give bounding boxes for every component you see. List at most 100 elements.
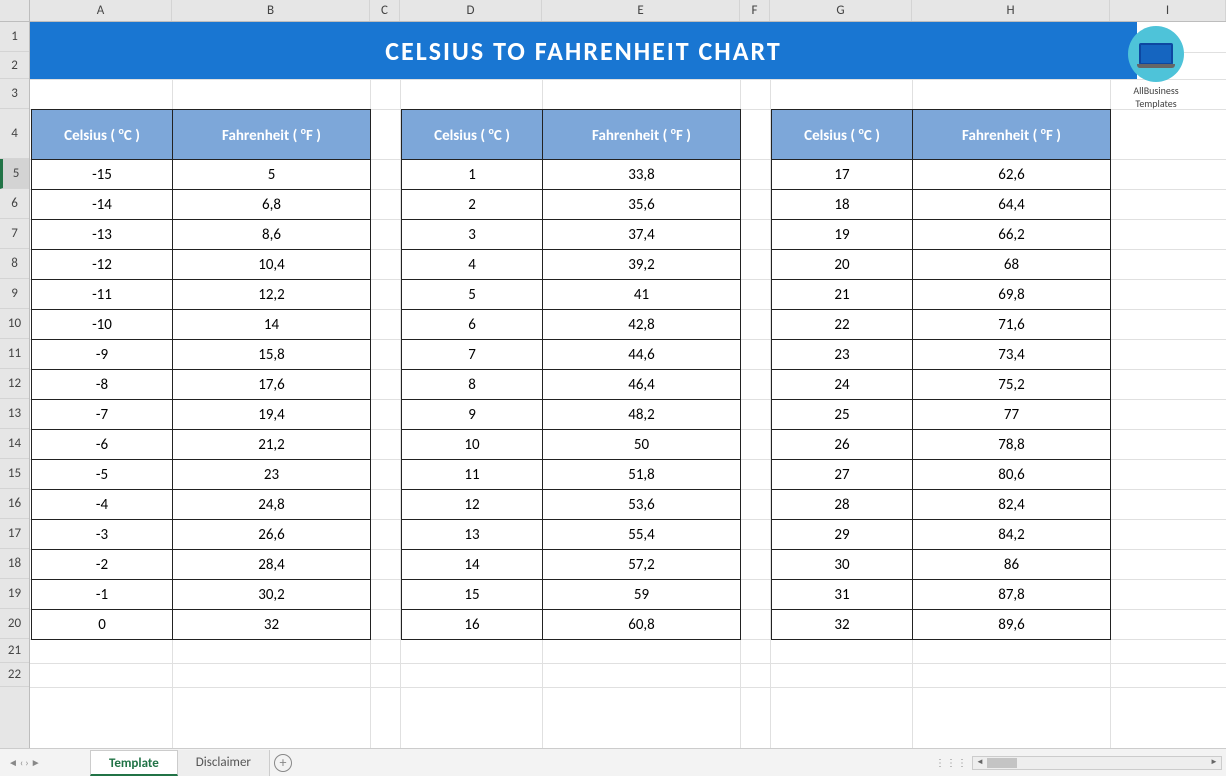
fahrenheit-cell[interactable]: 5 <box>173 160 371 190</box>
fahrenheit-cell[interactable]: 51,8 <box>543 460 741 490</box>
row-header[interactable]: 7 <box>0 219 29 249</box>
row-header[interactable]: 18 <box>0 549 29 579</box>
fahrenheit-cell[interactable]: 41 <box>543 280 741 310</box>
celsius-cell[interactable]: 3 <box>402 220 543 250</box>
nav-next-icon[interactable]: › <box>25 756 28 769</box>
row-header[interactable]: 17 <box>0 519 29 549</box>
fahrenheit-cell[interactable]: 57,2 <box>543 550 741 580</box>
celsius-cell[interactable]: 30 <box>772 550 913 580</box>
fahrenheit-cell[interactable]: 35,6 <box>543 190 741 220</box>
celsius-cell[interactable]: -4 <box>32 490 173 520</box>
celsius-cell[interactable]: -10 <box>32 310 173 340</box>
row-header[interactable]: 1 <box>0 22 29 52</box>
sheet-tab-template[interactable]: Template <box>90 750 178 776</box>
celsius-cell[interactable]: 17 <box>772 160 913 190</box>
column-header[interactable]: H <box>912 0 1110 21</box>
row-header[interactable]: 8 <box>0 249 29 279</box>
fahrenheit-cell[interactable]: 48,2 <box>543 400 741 430</box>
column-header[interactable]: F <box>740 0 770 21</box>
column-header[interactable]: B <box>172 0 370 21</box>
fahrenheit-cell[interactable]: 80,6 <box>913 460 1111 490</box>
sheet-tab-disclaimer[interactable]: Disclaimer <box>178 750 270 776</box>
row-header[interactable]: 5 <box>0 159 29 189</box>
fahrenheit-cell[interactable]: 82,4 <box>913 490 1111 520</box>
horizontal-scrollbar[interactable]: ◄ ► <box>972 756 1222 770</box>
row-header[interactable]: 14 <box>0 429 29 459</box>
fahrenheit-cell[interactable]: 24,8 <box>173 490 371 520</box>
fahrenheit-cell[interactable]: 71,6 <box>913 310 1111 340</box>
fahrenheit-cell[interactable]: 66,2 <box>913 220 1111 250</box>
fahrenheit-cell[interactable]: 77 <box>913 400 1111 430</box>
row-header[interactable]: 4 <box>0 109 29 159</box>
celsius-cell[interactable]: 21 <box>772 280 913 310</box>
celsius-cell[interactable]: 23 <box>772 340 913 370</box>
celsius-cell[interactable]: 11 <box>402 460 543 490</box>
column-header[interactable]: E <box>542 0 740 21</box>
fahrenheit-cell[interactable]: 59 <box>543 580 741 610</box>
row-header[interactable]: 20 <box>0 609 29 639</box>
row-header[interactable]: 16 <box>0 489 29 519</box>
column-header[interactable]: A <box>30 0 172 21</box>
select-all-corner[interactable] <box>0 0 30 21</box>
celsius-cell[interactable]: 28 <box>772 490 913 520</box>
nav-prev-icon[interactable]: ‹ <box>20 756 23 769</box>
celsius-cell[interactable]: 7 <box>402 340 543 370</box>
celsius-cell[interactable]: 27 <box>772 460 913 490</box>
row-header[interactable]: 11 <box>0 339 29 369</box>
fahrenheit-cell[interactable]: 15,8 <box>173 340 371 370</box>
column-header[interactable]: G <box>770 0 912 21</box>
celsius-cell[interactable]: -9 <box>32 340 173 370</box>
celsius-cell[interactable]: -6 <box>32 430 173 460</box>
fahrenheit-cell[interactable]: 39,2 <box>543 250 741 280</box>
fahrenheit-cell[interactable]: 55,4 <box>543 520 741 550</box>
celsius-cell[interactable]: 16 <box>402 610 543 640</box>
celsius-cell[interactable]: -2 <box>32 550 173 580</box>
celsius-cell[interactable]: -11 <box>32 280 173 310</box>
row-header[interactable]: 9 <box>0 279 29 309</box>
row-header[interactable]: 15 <box>0 459 29 489</box>
scroll-thumb[interactable] <box>987 758 1017 768</box>
fahrenheit-cell[interactable]: 33,8 <box>543 160 741 190</box>
celsius-cell[interactable]: 25 <box>772 400 913 430</box>
celsius-cell[interactable]: 4 <box>402 250 543 280</box>
scroll-left-icon[interactable]: ◄ <box>973 757 987 769</box>
fahrenheit-cell[interactable]: 69,8 <box>913 280 1111 310</box>
row-header[interactable]: 10 <box>0 309 29 339</box>
column-header[interactable]: I <box>1110 0 1226 21</box>
celsius-cell[interactable]: 1 <box>402 160 543 190</box>
fahrenheit-cell[interactable]: 32 <box>173 610 371 640</box>
fahrenheit-cell[interactable]: 62,6 <box>913 160 1111 190</box>
row-header[interactable]: 13 <box>0 399 29 429</box>
tab-nav[interactable]: ◄ ‹ › ► <box>0 756 90 769</box>
nav-first-icon[interactable]: ◄ <box>8 756 18 769</box>
celsius-cell[interactable]: 24 <box>772 370 913 400</box>
row-header[interactable]: 21 <box>0 639 29 663</box>
celsius-cell[interactable]: 8 <box>402 370 543 400</box>
celsius-cell[interactable]: -8 <box>32 370 173 400</box>
row-header[interactable]: 3 <box>0 79 29 109</box>
celsius-cell[interactable]: 13 <box>402 520 543 550</box>
fahrenheit-cell[interactable]: 89,6 <box>913 610 1111 640</box>
fahrenheit-cell[interactable]: 8,6 <box>173 220 371 250</box>
row-header[interactable]: 6 <box>0 189 29 219</box>
celsius-cell[interactable]: -14 <box>32 190 173 220</box>
celsius-cell[interactable]: -5 <box>32 460 173 490</box>
celsius-cell[interactable]: -15 <box>32 160 173 190</box>
fahrenheit-cell[interactable]: 64,4 <box>913 190 1111 220</box>
celsius-cell[interactable]: 2 <box>402 190 543 220</box>
fahrenheit-cell[interactable]: 50 <box>543 430 741 460</box>
celsius-cell[interactable]: -1 <box>32 580 173 610</box>
fahrenheit-cell[interactable]: 30,2 <box>173 580 371 610</box>
scroll-right-icon[interactable]: ► <box>1207 757 1221 769</box>
fahrenheit-cell[interactable]: 19,4 <box>173 400 371 430</box>
celsius-cell[interactable]: 26 <box>772 430 913 460</box>
celsius-cell[interactable]: 12 <box>402 490 543 520</box>
celsius-cell[interactable]: 29 <box>772 520 913 550</box>
celsius-cell[interactable]: 5 <box>402 280 543 310</box>
celsius-cell[interactable]: -12 <box>32 250 173 280</box>
celsius-cell[interactable]: 15 <box>402 580 543 610</box>
sheet-area[interactable]: CELSIUS TO FAHRENHEIT CHART AllBusiness … <box>30 22 1226 748</box>
celsius-cell[interactable]: 19 <box>772 220 913 250</box>
celsius-cell[interactable]: 0 <box>32 610 173 640</box>
celsius-cell[interactable]: 18 <box>772 190 913 220</box>
